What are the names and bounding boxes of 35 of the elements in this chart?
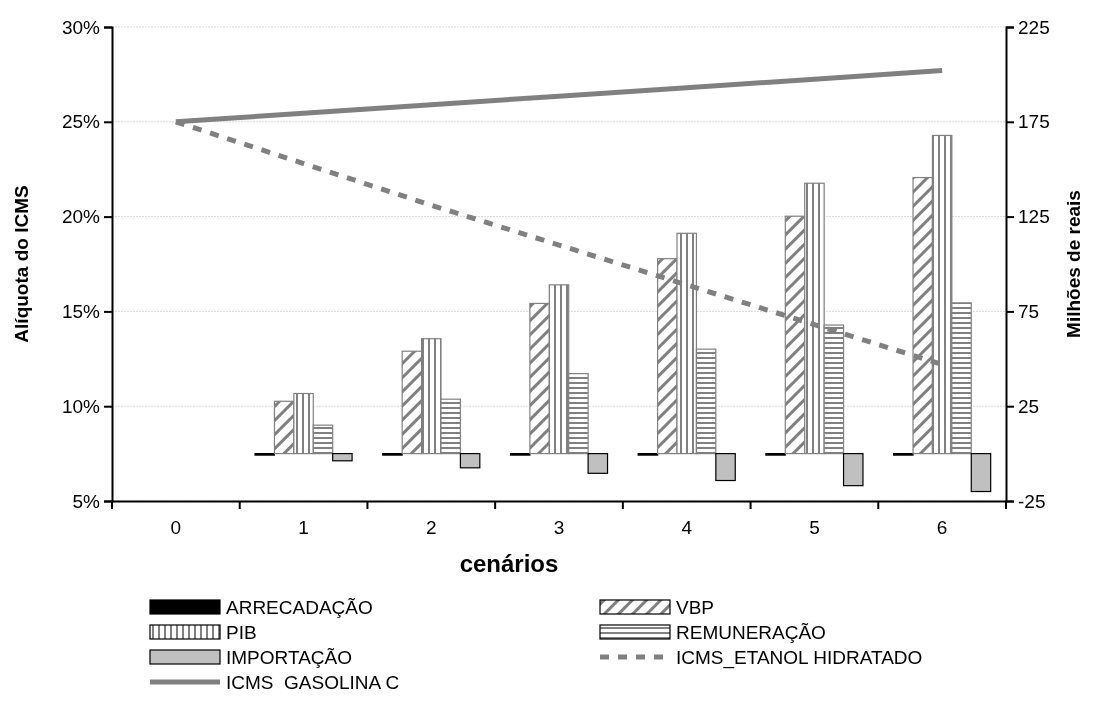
- x-tick-label: 5: [809, 517, 820, 539]
- legend-label: REMUNERAÇÃO: [676, 622, 826, 643]
- y2-tick-label: 75: [1018, 300, 1040, 322]
- y2-tick-label: -25: [1018, 490, 1046, 512]
- bar: [970, 453, 992, 493]
- y2-tick-label: 25: [1018, 395, 1040, 417]
- legend-label: ICMS_ETANOL HIDRATADO: [676, 647, 923, 669]
- legend-label: IMPORTAÇÃO: [226, 647, 352, 668]
- x-axis-title: cenários: [459, 550, 559, 577]
- y-tick-label: 10%: [61, 395, 101, 417]
- y-tick-label: 5%: [72, 490, 101, 512]
- x-tick-label: 3: [553, 517, 565, 539]
- y-tick-label: 20%: [61, 206, 101, 228]
- x-tick-label: 2: [426, 517, 437, 539]
- y2-tick-label: 225: [1018, 16, 1050, 38]
- y-tick-label: 25%: [61, 111, 101, 133]
- y-tick-label: 30%: [61, 16, 101, 38]
- x-tick-label: 1: [298, 517, 309, 539]
- x-tick-label: 0: [170, 517, 182, 539]
- legend-label: PIB: [226, 622, 257, 643]
- bar: [459, 453, 481, 469]
- y2-axis-title: Milhões de reais: [1063, 190, 1084, 338]
- legend-label: VBP: [676, 597, 715, 618]
- legend-label: ICMS GASOLINA C: [226, 672, 400, 693]
- legend-label: ARRECADAÇÃO: [226, 597, 373, 618]
- y-axis-title: Alíquota do ICMS: [11, 185, 32, 343]
- y-tick-label: 15%: [61, 300, 101, 322]
- x-tick-label: 4: [681, 517, 693, 539]
- bar: [842, 453, 864, 487]
- x-tick-label: 6: [936, 517, 948, 539]
- y2-tick-label: 125: [1018, 206, 1050, 228]
- y2-tick-label: 175: [1018, 111, 1050, 133]
- bar: [587, 453, 609, 474]
- bar: [332, 453, 353, 462]
- bar: [715, 453, 736, 482]
